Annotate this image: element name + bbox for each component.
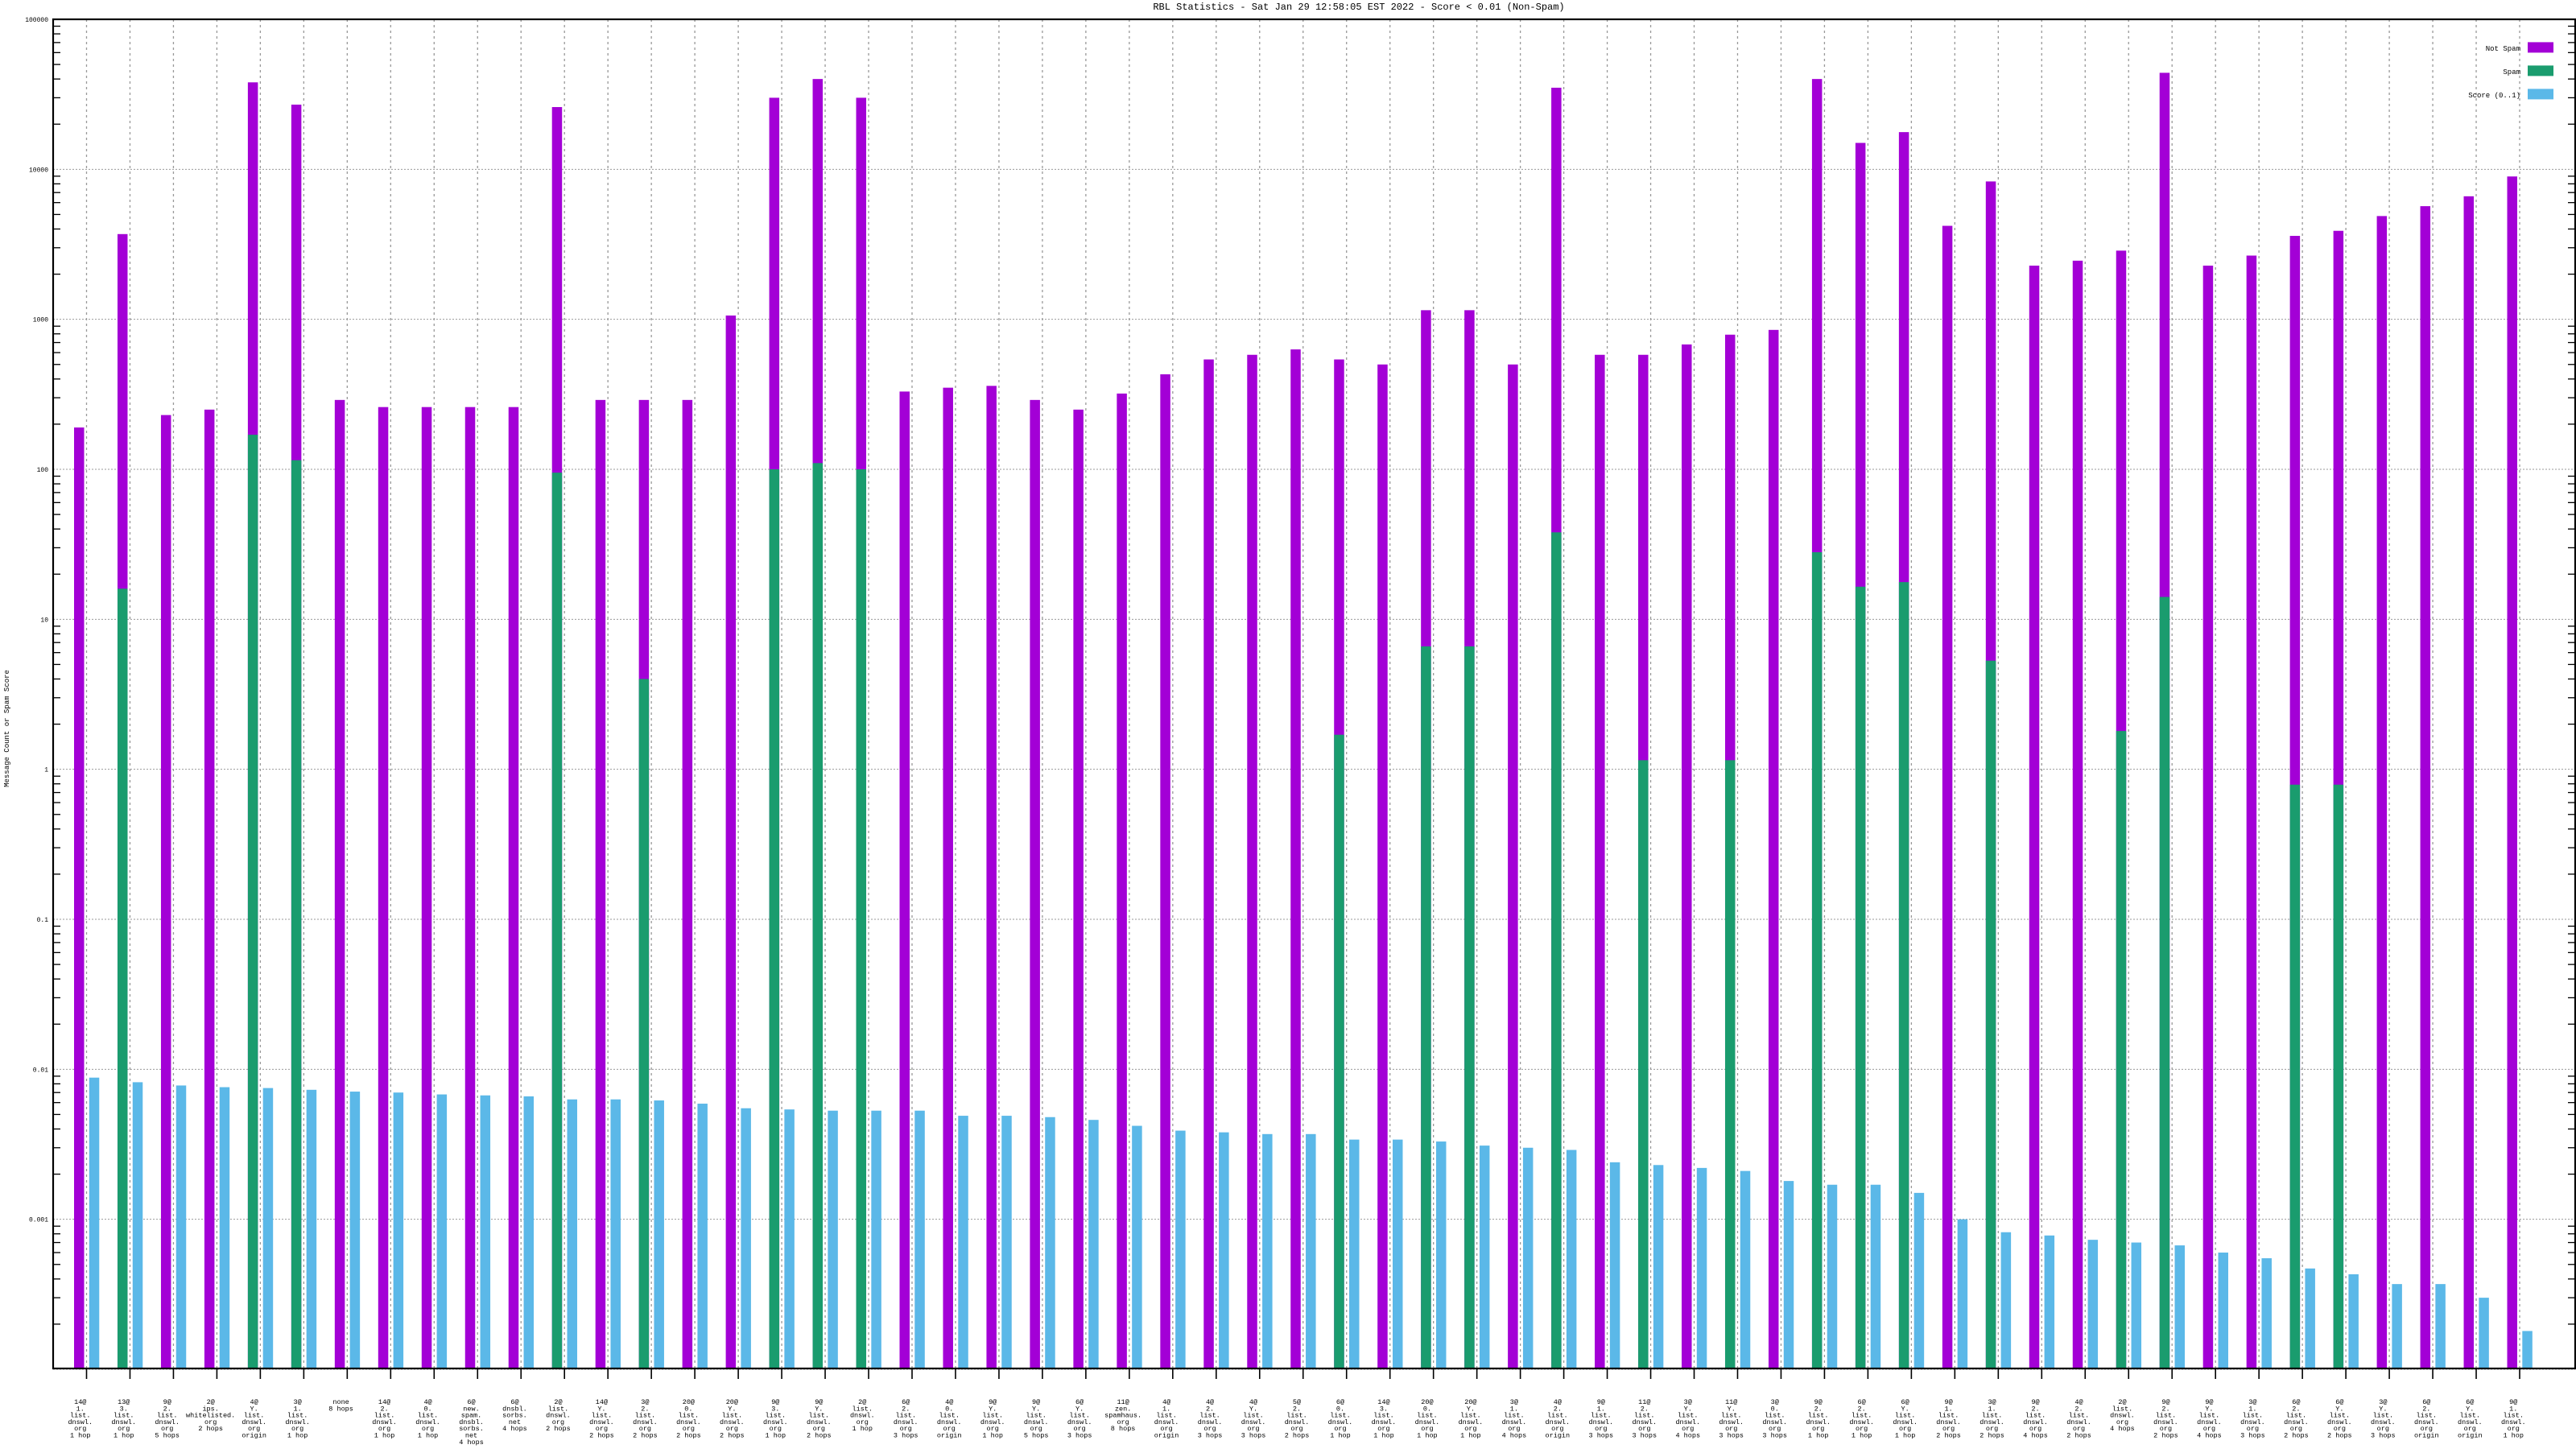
svg-text:100000: 100000 xyxy=(25,17,48,24)
svg-text:0.1: 0.1 xyxy=(37,917,49,924)
svg-text:0.01: 0.01 xyxy=(33,1067,48,1074)
svg-text:1000: 1000 xyxy=(33,317,48,324)
svg-text:Score (0..1): Score (0..1) xyxy=(2468,92,2520,100)
svg-text:Not Spam: Not Spam xyxy=(2486,45,2520,53)
svg-text:0.001: 0.001 xyxy=(29,1217,48,1224)
svg-text:Spam: Spam xyxy=(2503,68,2520,76)
svg-text:100: 100 xyxy=(37,467,49,474)
svg-text:1: 1 xyxy=(44,767,48,774)
svg-text:10000: 10000 xyxy=(29,167,48,174)
svg-text:Message Count or Spam Score: Message Count or Spam Score xyxy=(3,670,11,787)
svg-text:RBL Statistics - Sat Jan 29 12: RBL Statistics - Sat Jan 29 12:58:05 EST… xyxy=(1153,2,1564,13)
svg-text:10: 10 xyxy=(40,617,48,624)
